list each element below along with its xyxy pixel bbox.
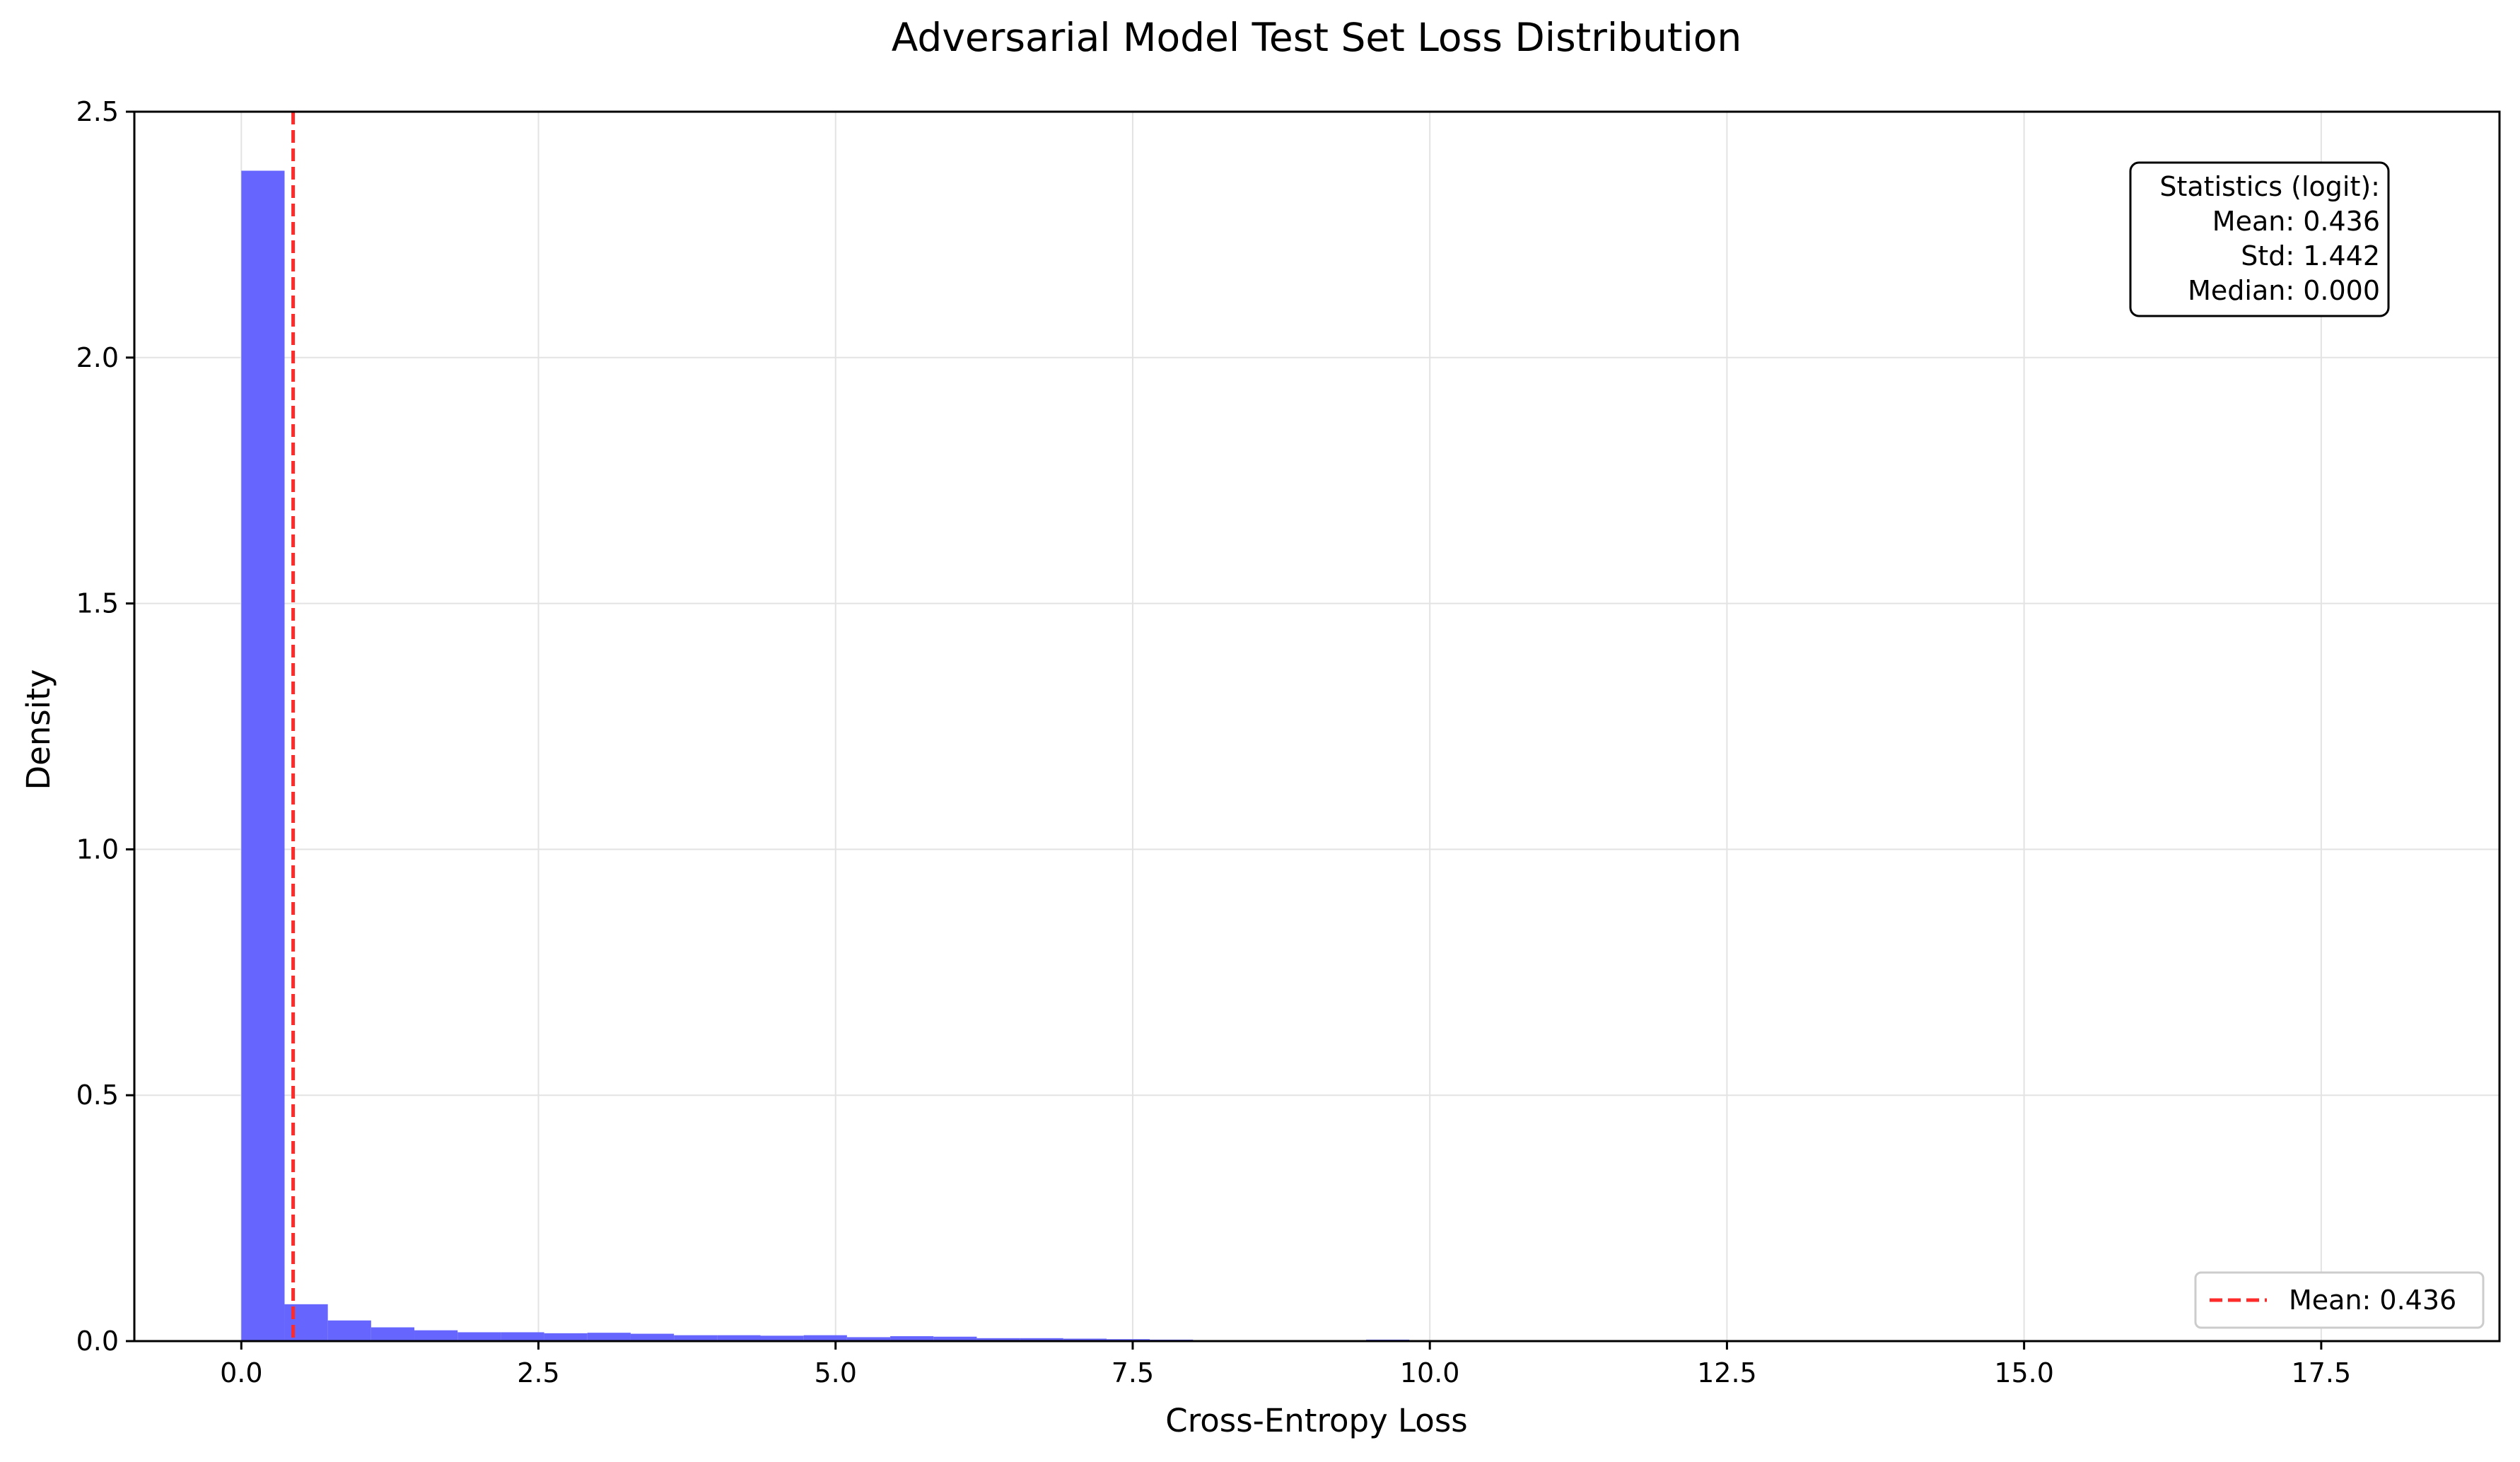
y-axis-label: Density (20, 669, 57, 790)
legend-mean-label: Mean: 0.436 (2289, 1285, 2456, 1316)
histogram-bar (457, 1332, 501, 1341)
y-tick-label: 2.5 (76, 96, 119, 127)
stats-heading: Statistics (logit): (2159, 171, 2380, 202)
plot-area-frame (133, 110, 2501, 1343)
histogram-bar (414, 1330, 458, 1341)
stats-mean: Mean: 0.436 (2212, 206, 2380, 237)
x-axis-label: Cross-Entropy Loss (1165, 1402, 1467, 1439)
x-tick-label: 10.0 (1400, 1357, 1460, 1388)
histogram-bar (803, 1335, 847, 1341)
y-tick-label: 1.0 (76, 834, 119, 865)
histogram-bar (717, 1335, 761, 1341)
histogram-bar (890, 1336, 934, 1341)
x-tick-label: 15.0 (1994, 1357, 2054, 1388)
stats-std: Std: 1.442 (2241, 240, 2380, 271)
histogram-bar (1020, 1338, 1063, 1341)
histogram-bar (760, 1335, 804, 1341)
histogram-bar (501, 1332, 544, 1341)
chart-title: Adversarial Model Test Set Loss Distribu… (892, 15, 1742, 60)
x-tick-label: 12.5 (1697, 1357, 1757, 1388)
histogram-bar (1063, 1338, 1107, 1341)
axis-ticks: 0.0 2.5 5.0 7.5 10.0 12.5 15.0 17.5 0.0 0.5 1.0 1.5… (76, 96, 2352, 1388)
statistics-box-frame (2129, 161, 2390, 317)
x-tick-label: 7.5 (1112, 1357, 1154, 1388)
legend: Mean: 0.436 (2194, 1271, 2485, 1329)
histogram-bar (976, 1338, 1020, 1341)
stats-median: Median: 0.000 (2188, 275, 2380, 306)
histogram-bar (284, 1304, 328, 1341)
legend-frame (2194, 1271, 2485, 1329)
x-tick-label: 17.5 (2292, 1357, 2352, 1388)
y-tick-label: 1.5 (76, 588, 119, 619)
histogram-bar (371, 1327, 415, 1341)
histogram-bar (544, 1333, 588, 1341)
histogram-bar (327, 1320, 371, 1341)
y-tick-label: 0.5 (76, 1080, 119, 1111)
histogram-bar (674, 1335, 718, 1341)
statistics-box: Statistics (logit): Mean: 0.436 Std: 1.4… (2129, 161, 2390, 317)
y-tick-label: 2.0 (76, 342, 119, 373)
x-tick-label: 0.0 (220, 1357, 262, 1388)
histogram-bar (587, 1333, 631, 1341)
y-tick-label: 0.0 (76, 1326, 119, 1357)
histogram-bar (241, 170, 285, 1341)
histogram-bar (933, 1336, 977, 1341)
histogram-bar (630, 1333, 675, 1341)
histogram-bar (846, 1337, 891, 1341)
x-tick-label: 2.5 (517, 1357, 559, 1388)
x-tick-label: 5.0 (815, 1357, 857, 1388)
